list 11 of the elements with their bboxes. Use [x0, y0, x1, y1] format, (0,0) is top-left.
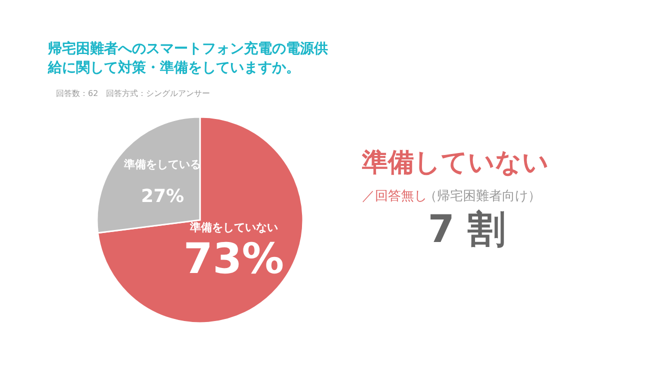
text: （帰宅困難者向け）	[424, 188, 541, 204]
chart-title: 帰宅困難者へのスマートフォン充電の電源供給に関して対策・準備をしていますか。	[47, 40, 328, 76]
chart-subtitle: 回答数：62 回答方式：シングルアンサー	[56, 89, 210, 98]
text: ／回答無し	[362, 189, 427, 204]
text: 7 割	[428, 207, 506, 251]
slice-label: 準備をしていない	[188, 220, 278, 234]
text: 準備していない	[361, 148, 549, 178]
data-label: 27%	[140, 186, 184, 207]
pie-slice	[97, 116, 304, 324]
slice-label: 準備をしている	[122, 158, 201, 171]
data-label: 73%	[183, 234, 284, 283]
